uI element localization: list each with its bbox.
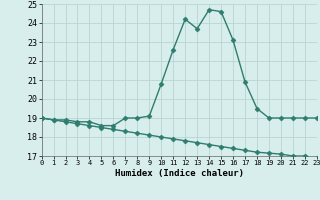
X-axis label: Humidex (Indice chaleur): Humidex (Indice chaleur) [115, 169, 244, 178]
